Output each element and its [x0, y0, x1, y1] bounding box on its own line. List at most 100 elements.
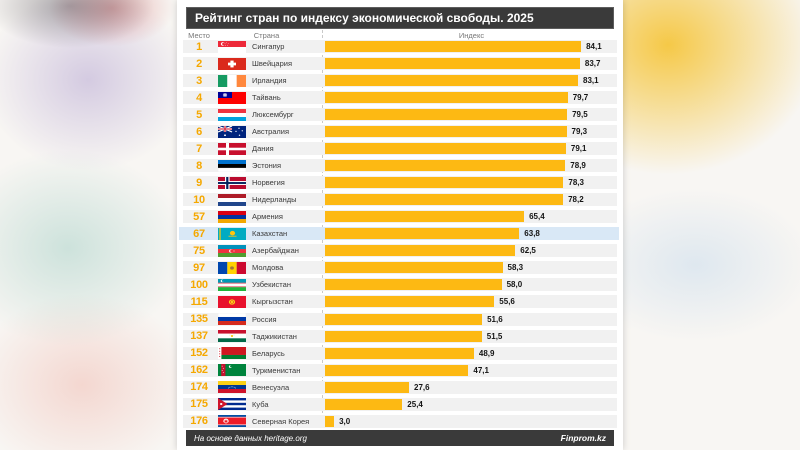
country-name: Дания — [252, 144, 274, 154]
index-bar — [325, 330, 482, 342]
country-flag-icon — [218, 330, 246, 343]
index-value: 27,6 — [414, 382, 430, 392]
rank-value: 152 — [190, 347, 208, 360]
index-bar — [325, 177, 564, 189]
table-row: 10 Нидерланды 78,2 — [177, 193, 623, 207]
country-flag-icon — [218, 125, 246, 138]
rank-value: 162 — [190, 364, 208, 377]
table-row: 57 Армения 65,4 — [177, 210, 623, 224]
index-value: 51,5 — [486, 331, 503, 341]
country-name: Таджикистан — [252, 331, 297, 341]
bar-area: 78,9 — [320, 160, 623, 172]
index-value: 78,3 — [568, 178, 584, 188]
bar-area: 27,6 — [320, 381, 623, 393]
index-value: 63,8 — [524, 229, 540, 239]
table-row: 6 Австралия 79,3 — [177, 125, 623, 139]
index-bar — [325, 228, 520, 240]
index-bar — [325, 279, 502, 291]
index-value: 48,9 — [478, 348, 495, 358]
table-row: 115 Кыргызстан 55,6 — [177, 295, 623, 309]
country-flag-icon — [218, 91, 246, 104]
chart-card: Рейтинг стран по индексу экономической с… — [177, 0, 623, 450]
country-name: Австралия — [252, 127, 290, 137]
index-bar — [325, 160, 566, 172]
country-flag-icon — [218, 57, 246, 70]
table-row: 2 Швейцария 83,7 — [177, 57, 623, 71]
rank-value: 10 — [193, 193, 205, 206]
bar-area: 55,6 — [320, 296, 623, 308]
country-flag-icon — [218, 210, 246, 223]
table-row: 5 Люксембург 79,5 — [177, 108, 623, 122]
country-flag-icon — [218, 244, 246, 257]
index-value: 79,7 — [572, 93, 589, 103]
table-row: 4 Тайвань 79,7 — [177, 91, 623, 105]
bar-area: 83,1 — [320, 75, 623, 87]
bar-area: 51,5 — [320, 330, 623, 342]
index-bar — [325, 41, 582, 52]
bar-area: 65,4 — [320, 211, 623, 223]
country-flag-icon — [218, 295, 246, 308]
bar-area: 79,5 — [320, 109, 623, 121]
table-row: 3 Ирландия 83,1 — [177, 74, 623, 88]
index-value: 83,7 — [584, 59, 601, 69]
index-value: 47,1 — [473, 365, 489, 375]
rank-value: 3 — [196, 74, 202, 87]
brand-logo: Finprom.kz — [560, 433, 606, 443]
country-name: Ирландия — [252, 76, 287, 86]
bar-area: 3,0 — [320, 415, 623, 427]
table-row: 174 Венесуэла 27,6 — [177, 380, 623, 394]
bar-area: 58,3 — [320, 262, 623, 274]
rank-value: 2 — [196, 57, 202, 70]
country-name: Куба — [252, 399, 269, 409]
index-bar — [325, 364, 469, 376]
index-value: 79,5 — [572, 110, 588, 120]
index-value: 62,5 — [520, 246, 536, 256]
country-name: Азербайджан — [252, 246, 299, 256]
bar-area: 83,7 — [320, 58, 623, 70]
bar-area: 63,8 — [320, 228, 623, 240]
country-name: Молдова — [252, 263, 284, 273]
rank-value: 97 — [193, 261, 205, 274]
source-note: На основе данных heritage.org — [194, 433, 307, 443]
country-flag-icon — [218, 74, 246, 87]
bar-area: 62,5 — [320, 245, 623, 257]
country-name: Нидерланды — [252, 195, 297, 205]
country-name: Кыргызстан — [252, 297, 293, 307]
country-flag-icon — [218, 40, 246, 53]
index-value: 55,6 — [499, 297, 515, 307]
table-row: 75 Азербайджан 62,5 — [177, 244, 623, 258]
country-flag-icon — [218, 278, 246, 291]
table-row: 175 Куба 25,4 — [177, 397, 623, 411]
index-bar — [325, 347, 474, 359]
index-bar — [325, 381, 409, 393]
bar-area: 48,9 — [320, 347, 623, 359]
rank-value: 4 — [196, 91, 202, 104]
rank-value: 5 — [196, 108, 202, 121]
bar-area: 84,1 — [320, 41, 623, 52]
country-name: Швейцария — [252, 59, 293, 69]
column-header-country: Страна — [253, 30, 280, 40]
index-bar — [325, 296, 495, 308]
rank-value: 57 — [193, 210, 205, 223]
country-flag-icon — [218, 415, 246, 428]
table-row: 7 Дания 79,1 — [177, 142, 623, 156]
country-name: Россия — [252, 314, 277, 324]
bar-area: 78,3 — [320, 177, 623, 189]
table-row: 135 Россия 51,6 — [177, 312, 623, 326]
table-row: 100 Узбекистан 58,0 — [177, 278, 623, 292]
index-bar — [325, 194, 564, 206]
rank-value: 100 — [190, 278, 208, 291]
rank-value: 8 — [196, 159, 202, 172]
index-bar — [325, 75, 578, 87]
bar-area: 79,3 — [320, 126, 623, 138]
bar-area: 79,7 — [320, 92, 623, 104]
table-row: 176 Северная Корея 3,0 — [177, 414, 623, 428]
country-name: Узбекистан — [252, 280, 291, 290]
bar-area: 79,1 — [320, 143, 623, 155]
rank-value: 7 — [196, 142, 202, 155]
index-bar — [325, 126, 567, 138]
index-value: 25,4 — [407, 399, 423, 409]
index-bar — [325, 211, 525, 223]
country-name: Казахстан — [252, 229, 288, 239]
